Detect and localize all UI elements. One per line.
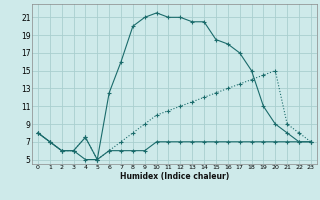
X-axis label: Humidex (Indice chaleur): Humidex (Indice chaleur) (120, 172, 229, 181)
